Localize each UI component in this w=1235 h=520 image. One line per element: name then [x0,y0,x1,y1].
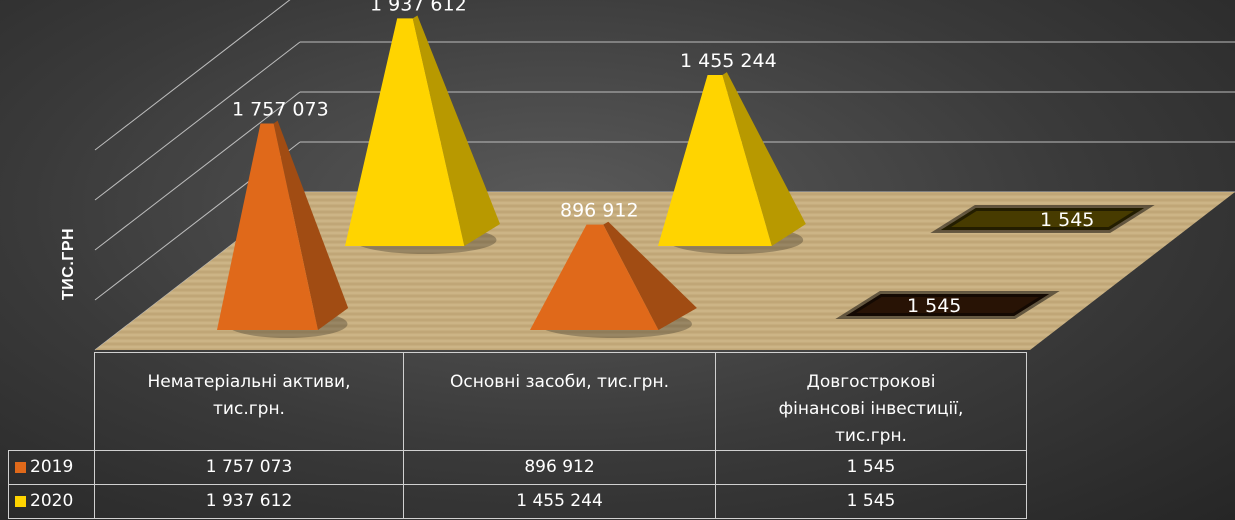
category-label-line: Довгострокові [806,372,936,392]
legend-key-2020: 2020 [8,484,95,519]
legend-swatch [15,462,26,473]
gridline [94,91,301,251]
data-label: 1 757 073 [232,99,329,121]
data-label: 1 545 [1040,209,1094,231]
gridline [94,0,291,151]
table-row: 2020 1 937 612 1 455 244 1 545 [8,484,1027,519]
pyramid-2020-2 [930,205,1155,233]
pyramid-2019-1 [530,224,659,330]
data-label: 1 455 244 [680,50,777,72]
legend-swatch [15,496,26,507]
category-label-line: Основні засоби, тис.грн. [450,372,669,392]
category-label-line: Нематеріальні активи, [147,372,351,392]
pyramid-2019-2 [835,291,1060,319]
table-row: 2019 1 757 073 896 912 1 545 [8,450,1027,485]
gridline [94,41,301,201]
pyramid-2020-0 [345,18,465,246]
table-cell: 1 545 [715,450,1027,485]
data-label: 896 912 [560,200,639,222]
pyramid-side-2019-1 [603,221,697,330]
pyramid-2019-0 [217,123,318,331]
pyramids [217,15,1155,338]
data-label: 1 937 612 [370,0,467,15]
data-labels: 1 937 612 1 455 244 1 545 1 757 073 896 912 1… [232,0,1094,317]
pyramid-2020-1 [658,75,772,247]
data-label: 1 545 [907,295,961,317]
table-cell: 1 757 073 [94,450,404,485]
pyramid-side-2020-0 [412,15,501,246]
category-label-line: тис.грн. [213,399,285,419]
category-label-line: тис.грн. [835,426,907,446]
category-header: Довгострокові фінансові інвестиції, тис.гр… [715,352,1027,451]
table-cell: 1 545 [715,484,1027,519]
pyramid-side-2020-1 [722,72,806,246]
legend-key-2019: 2019 [8,450,95,485]
table-cell: 1 455 244 [403,484,716,519]
category-label-line: фінансові інвестиції, [778,399,964,419]
pyramid-side-2019-0 [273,120,349,331]
table-header-row: Нематеріальні активи, тис.грн. Основні за… [9,352,1027,451]
data-table: Нематеріальні активи, тис.грн. Основні за… [8,352,1027,519]
table-cell: 1 937 612 [94,484,404,519]
category-header: Нематеріальні активи, тис.грн. [94,352,404,451]
category-header: Основні засоби, тис.грн. [403,352,716,451]
table-cell: 896 912 [403,450,716,485]
y-axis-label: ТИС.ГРН [60,227,77,300]
